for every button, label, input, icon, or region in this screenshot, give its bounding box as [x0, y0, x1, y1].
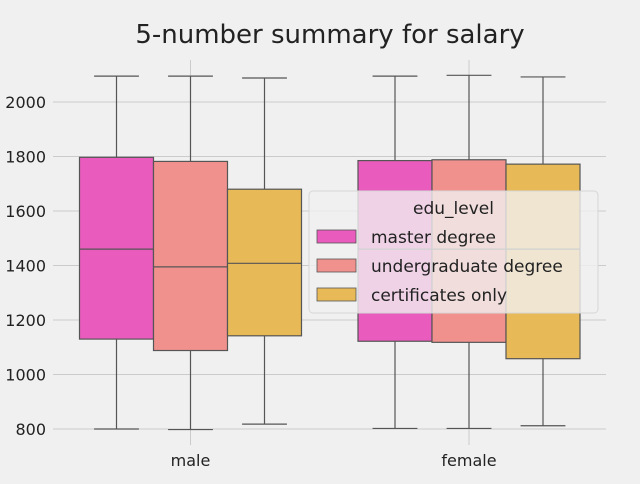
y-tick-label: 800 — [15, 420, 46, 439]
legend-title: edu_level — [413, 199, 494, 219]
legend-box — [308, 190, 599, 314]
y-tick-label: 1600 — [5, 202, 46, 221]
x-tick-label: female — [441, 451, 496, 470]
box-certificates-only-male — [226, 188, 303, 337]
y-tick-label: 2000 — [5, 93, 46, 112]
box-undergraduate-degree-male — [152, 160, 229, 352]
legend-swatch — [316, 229, 357, 244]
y-tick-label: 1000 — [5, 366, 46, 385]
legend-swatch — [316, 258, 357, 273]
y-tick-label: 1400 — [5, 257, 46, 276]
legend-label: master degree — [371, 228, 496, 248]
chart-title: 5-number summary for salary — [135, 20, 525, 50]
y-tick-label: 1200 — [5, 311, 46, 330]
legend-label: undergraduate degree — [371, 257, 563, 277]
box-master-degree-male — [78, 156, 155, 340]
y-tick-label: 1800 — [5, 148, 46, 167]
legend-label: certificates only — [371, 286, 507, 306]
legend-swatch — [316, 287, 357, 302]
x-tick-label: male — [171, 451, 211, 470]
